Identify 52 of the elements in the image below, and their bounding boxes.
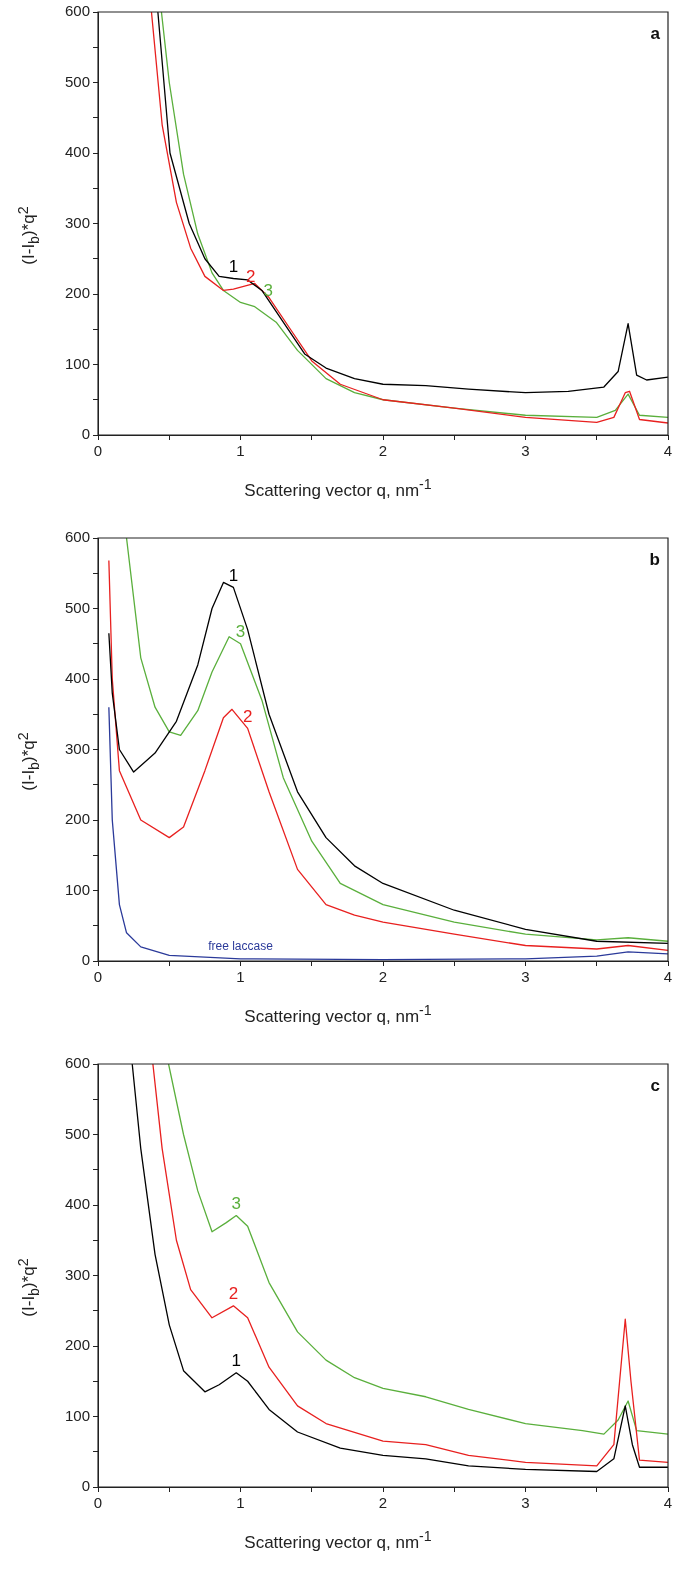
y-tick-label: 600: [65, 2, 91, 20]
annotation: a: [650, 24, 661, 44]
x-tick-label: 4: [663, 442, 673, 460]
x-tick-label: 2: [378, 442, 388, 460]
x-tick-label: 1: [236, 1494, 245, 1512]
y-tick-label: 400: [65, 669, 91, 687]
x-tick-label: 0: [93, 968, 103, 986]
y-tick-label: 300: [65, 213, 91, 231]
y-tick-label: 500: [65, 1124, 91, 1142]
y-tick-label: 400: [65, 1195, 91, 1213]
x-tick-label: 3: [521, 968, 530, 986]
x-axis-title: Scattering vector q, nm$^{-1}$: [243, 1528, 433, 1553]
x-tick-label: 4: [663, 968, 673, 986]
y-tick-label: 500: [65, 72, 91, 90]
series-label: 1: [228, 256, 239, 276]
series-label: 1: [231, 1350, 241, 1370]
x-tick-label: 2: [378, 968, 388, 986]
y-tick-label: 400: [65, 143, 91, 161]
x-tick-label: 3: [521, 442, 530, 460]
y-tick-label: 0: [81, 951, 91, 969]
y-tick-label: 500: [65, 598, 91, 616]
y-tick-label: 200: [65, 1336, 91, 1354]
x-tick-label: 3: [521, 1494, 530, 1512]
y-tick-label: 200: [65, 810, 91, 828]
y-tick-label: 300: [65, 739, 91, 757]
y-tick-label: 0: [81, 425, 91, 443]
series-label: 2: [242, 706, 253, 726]
annotation: c: [650, 1076, 660, 1096]
y-tick-label: 100: [65, 880, 91, 898]
x-tick-label: 2: [378, 1494, 388, 1512]
y-tick-label: 600: [65, 1054, 91, 1072]
x-tick-label: 1: [236, 968, 245, 986]
y-tick-label: 0: [81, 1477, 91, 1495]
series-label: 1: [228, 565, 239, 585]
x-tick-label: 1: [236, 442, 245, 460]
series-label: 3: [235, 621, 246, 641]
series-label: 3: [263, 280, 274, 300]
series-label: 3: [231, 1193, 241, 1213]
x-tick-label: 0: [93, 442, 103, 460]
y-tick-label: 200: [65, 284, 91, 302]
x-tick-label: 4: [663, 1494, 673, 1512]
x-tick-label: 0: [93, 1494, 103, 1512]
x-axis-title: Scattering vector q, nm$^{-1}$: [243, 476, 433, 501]
y-tick-label: 300: [65, 1265, 91, 1283]
x-axis-title: Scattering vector q, nm$^{-1}$: [243, 1002, 433, 1027]
y-tick-label: 100: [65, 1406, 91, 1424]
series-label: 2: [228, 1284, 239, 1303]
y-tick-label: 100: [65, 354, 91, 372]
series-label: free laccase: [208, 939, 274, 954]
y-tick-label: 600: [65, 528, 91, 546]
series-label: 2: [246, 267, 256, 287]
annotation: b: [649, 550, 660, 570]
